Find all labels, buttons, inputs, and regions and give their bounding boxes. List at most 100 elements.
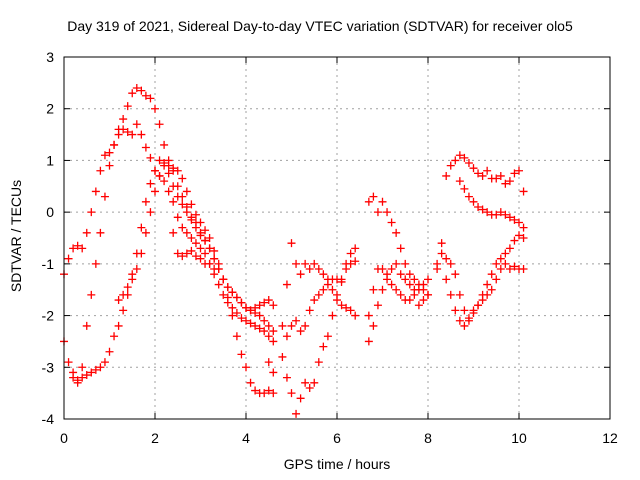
data-point [442, 171, 451, 180]
data-point [469, 197, 478, 206]
data-point [232, 308, 241, 317]
data-point [119, 290, 128, 299]
data-point [196, 231, 205, 240]
data-point [342, 303, 351, 312]
data-point [510, 236, 519, 245]
data-point [287, 321, 296, 330]
data-point [337, 277, 346, 286]
data-point [319, 285, 328, 294]
data-point [351, 257, 360, 266]
data-point [474, 301, 483, 310]
data-point [173, 213, 182, 222]
data-point [260, 327, 269, 336]
data-point [269, 389, 278, 398]
data-point [141, 228, 150, 237]
data-point [460, 184, 469, 193]
data-point [73, 241, 82, 250]
data-point [383, 208, 392, 217]
data-point [105, 347, 114, 356]
data-point [210, 246, 219, 255]
data-point [505, 177, 514, 186]
y-tick-label: 0 [46, 204, 54, 220]
data-point [460, 153, 469, 162]
data-point [314, 358, 323, 367]
data-point [328, 311, 337, 320]
data-point [146, 153, 155, 162]
data-point [451, 270, 460, 279]
data-point [187, 200, 196, 209]
y-tick-label: -4 [42, 411, 55, 427]
data-point [169, 228, 178, 237]
data-point [178, 252, 187, 261]
data-point [151, 187, 159, 196]
data-point [269, 337, 278, 346]
data-point [178, 174, 187, 183]
data-point [246, 319, 255, 328]
data-point [160, 140, 169, 149]
data-point [228, 288, 237, 297]
data-point [91, 365, 100, 374]
data-point [478, 205, 487, 214]
x-tick-label: 4 [242, 430, 250, 446]
data-point [191, 239, 200, 248]
data-point [333, 275, 341, 284]
data-point [392, 259, 401, 268]
data-point [292, 316, 301, 325]
data-point [319, 270, 328, 279]
x-tick-label: 12 [602, 430, 618, 446]
data-point [474, 169, 483, 178]
data-point [501, 249, 510, 258]
data-point [505, 244, 514, 253]
data-point [464, 316, 473, 325]
data-point [492, 174, 501, 183]
data-point [319, 342, 328, 351]
data-point [196, 218, 205, 227]
data-point [151, 166, 159, 175]
data-point [78, 373, 87, 382]
data-point [255, 324, 264, 333]
data-point [351, 311, 360, 320]
y-tick-label: -3 [42, 359, 55, 375]
data-point [223, 283, 232, 292]
data-point [146, 94, 155, 103]
data-point [164, 187, 173, 196]
plot-border [63, 56, 611, 420]
data-point [182, 228, 191, 237]
grid-lines [64, 57, 610, 419]
data-point [255, 311, 264, 320]
data-point [251, 321, 260, 330]
data-point [287, 239, 296, 248]
data-point [387, 218, 396, 227]
data-point [269, 327, 278, 336]
data-point [182, 208, 191, 217]
data-point [155, 120, 164, 129]
data-point [237, 298, 246, 307]
data-point [214, 280, 223, 289]
data-point [442, 254, 451, 263]
data-point [141, 91, 150, 100]
data-point [119, 115, 128, 124]
data-point [242, 316, 250, 325]
data-point [378, 197, 387, 206]
data-point [492, 259, 501, 268]
data-point [223, 293, 232, 302]
data-point [369, 321, 378, 330]
data-point [401, 259, 410, 268]
data-point [82, 228, 91, 237]
data-point [282, 373, 291, 382]
data-point [237, 350, 246, 359]
data-point [196, 244, 205, 253]
data-point [287, 389, 296, 398]
data-point [173, 249, 182, 258]
data-point [510, 169, 519, 178]
y-tick-label: 2 [46, 101, 54, 117]
data-point [515, 166, 523, 175]
data-point [419, 296, 428, 305]
data-point [387, 265, 396, 274]
data-point [132, 265, 141, 274]
data-point [196, 254, 205, 263]
data-point [228, 303, 237, 312]
data-point [460, 306, 469, 315]
x-tick-label: 10 [511, 430, 527, 446]
